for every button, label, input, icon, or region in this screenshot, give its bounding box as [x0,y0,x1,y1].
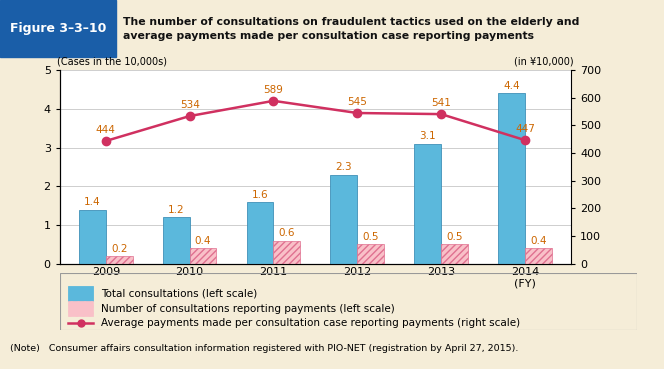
Text: (in ¥10,000): (in ¥10,000) [514,56,574,66]
Bar [0,0,116,57]
Bar [498,93,525,264]
Bar [68,301,93,316]
Bar [274,241,300,264]
Bar [441,245,468,264]
Bar [79,210,106,264]
Bar [246,202,274,264]
Text: (Note)   Consumer affairs consultation information registered with PIO-NET (regi: (Note) Consumer affairs consultation inf… [10,344,519,354]
Text: 534: 534 [180,100,200,110]
Text: 589: 589 [264,85,284,95]
Bar [525,248,552,264]
Text: The number of consultations on fraudulent tactics used on the elderly and
averag: The number of consultations on fraudulen… [123,17,579,41]
Bar [106,256,133,264]
Text: 3.1: 3.1 [420,131,436,141]
Text: 0.5: 0.5 [446,232,463,242]
Bar [163,217,190,264]
Text: (Cases in the 10,000s): (Cases in the 10,000s) [57,56,167,66]
Text: 447: 447 [515,124,535,134]
Bar [414,144,441,264]
Bar [357,245,384,264]
Text: 0.4: 0.4 [530,236,546,246]
Text: 4.4: 4.4 [503,81,520,91]
Text: 0.2: 0.2 [111,244,127,254]
Bar [68,286,93,300]
Text: 0.6: 0.6 [279,228,295,238]
Text: 1.4: 1.4 [84,197,101,207]
Bar [331,175,357,264]
Text: 541: 541 [431,98,451,108]
Text: 1.2: 1.2 [168,205,185,215]
Text: Average payments made per consultation case reporting payments (right scale): Average payments made per consultation c… [102,318,521,328]
Text: 0.4: 0.4 [195,236,211,246]
Text: 2.3: 2.3 [335,162,352,172]
Text: Number of consultations reporting payments (left scale): Number of consultations reporting paymen… [102,304,395,314]
Bar [190,248,216,264]
Text: 1.6: 1.6 [252,190,268,200]
Text: 0.5: 0.5 [363,232,379,242]
Text: Total consultations (left scale): Total consultations (left scale) [102,288,258,298]
Text: 545: 545 [347,97,367,107]
Text: 444: 444 [96,125,116,135]
Text: Figure 3–3–10: Figure 3–3–10 [10,22,106,35]
